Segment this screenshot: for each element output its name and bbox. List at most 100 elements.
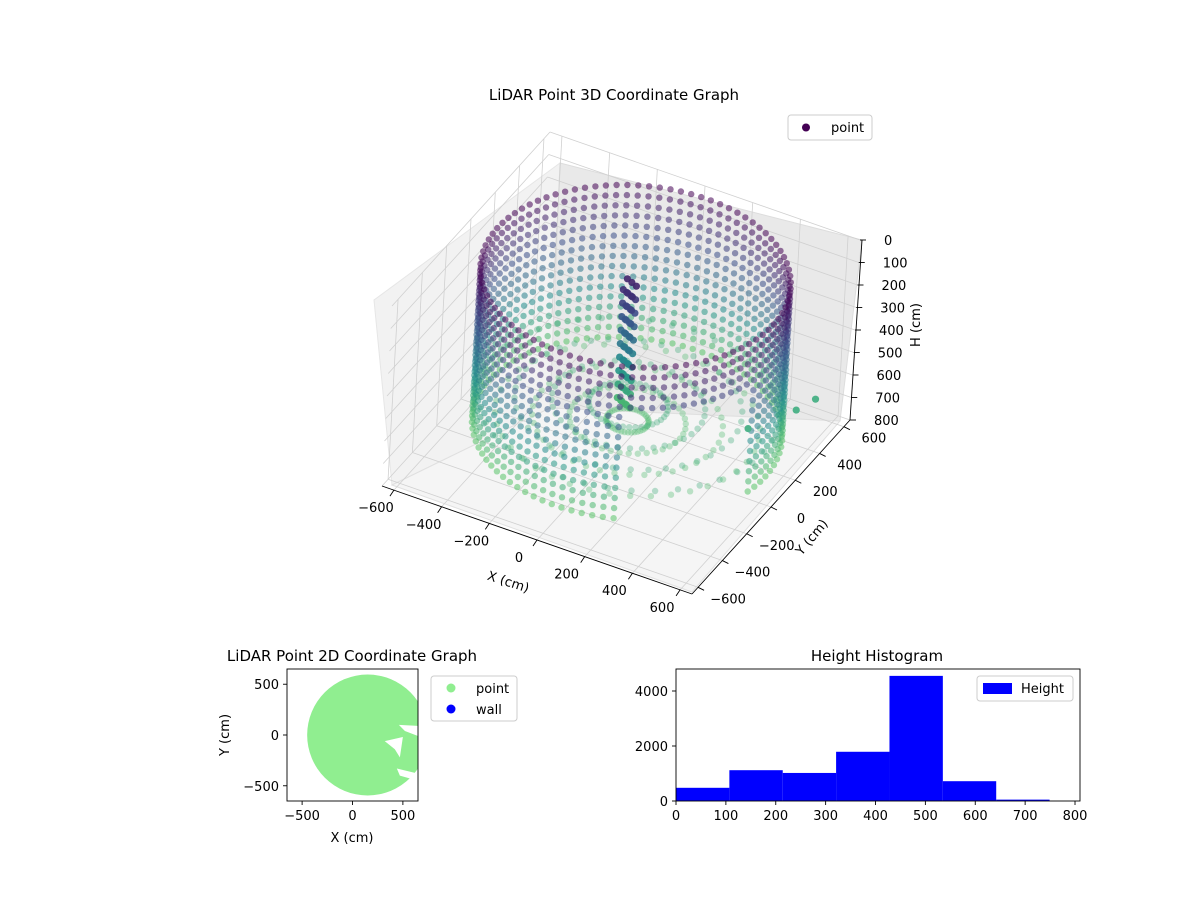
lidar-point-3d: [628, 306, 636, 314]
lidar-point-3d: [507, 331, 515, 339]
lidar-point-3d: [661, 442, 668, 449]
ticks-3d: −600−400−2000200400600−600−400−200020040…: [358, 234, 908, 616]
lidar-point-3d: [498, 377, 506, 384]
y-tick-label-3d: 0: [797, 512, 805, 527]
lidar-point-3d: [639, 374, 647, 381]
x-tick-label-3d: 400: [602, 584, 627, 599]
lidar-point-3d: [486, 395, 493, 403]
lidar-point-3d: [492, 255, 499, 262]
lidar-point-3d: [522, 332, 529, 339]
lidar-point-3d: [664, 236, 671, 244]
lidar-point-3d: [563, 338, 570, 345]
lidar-point-3d: [485, 236, 492, 243]
lidar-point-3d: [520, 312, 527, 320]
lidar-point-3d: [727, 389, 735, 396]
lidar-point-3d: [640, 274, 648, 281]
lidar-point-3d: [509, 250, 516, 257]
lidar-point-3d: [658, 338, 666, 345]
lidar-point-3d: [651, 487, 659, 495]
lidar-point-3d: [650, 295, 657, 303]
lidar-point-3d: [594, 334, 601, 341]
lidar-point-3d: [626, 445, 634, 452]
lidar-point-3d: [482, 312, 490, 319]
lidar-point-3d: [596, 293, 603, 301]
histogram-bar: [836, 751, 890, 801]
lidar-point-3d: [517, 235, 524, 243]
lidar-point-3d: [518, 402, 525, 410]
lidar-point-3d: [756, 382, 764, 389]
lidar-point-3d: [480, 420, 488, 427]
lidar-point-3d: [588, 254, 595, 261]
lidar-point-3d: [563, 403, 571, 410]
lidar-point-3d: [615, 423, 622, 431]
lidar-point-3d: [485, 339, 492, 346]
lidar-point-3d: [528, 367, 536, 374]
lidar-point-3d: [569, 226, 576, 234]
lidar-point-3d: [496, 320, 503, 328]
lidar-point-3d: [604, 422, 612, 429]
lidar-point-3d: [490, 335, 497, 342]
lidar-point-3d: [500, 346, 507, 353]
lidar-point-3d: [769, 312, 776, 319]
lidar-point-3d: [534, 346, 542, 353]
lidar-point-3d: [523, 251, 531, 259]
lidar-point-3d: [717, 346, 725, 354]
lidar-point-3d: [769, 351, 776, 359]
legend-3d-marker: [802, 123, 810, 132]
lidar-point-3d: [671, 309, 678, 317]
lidar-point-3d: [639, 426, 646, 433]
lidar-point-3d: [627, 320, 635, 328]
z-tick-label-3d: 100: [883, 257, 908, 272]
lidar-point-3d: [520, 372, 527, 379]
lidar-point-3d: [622, 222, 629, 229]
lidar-point-3d: [728, 369, 736, 376]
lidar-point-3d: [566, 287, 573, 294]
lidar-point-3d: [692, 295, 699, 302]
lidar-point-3d: [560, 218, 567, 226]
lidar-point-3d: [751, 366, 758, 374]
lidar-point-3d: [574, 395, 581, 403]
lidar-point-3d: [580, 204, 588, 212]
lidar-point-3d: [760, 407, 768, 414]
lidar-point-3d: [757, 372, 764, 379]
lidar-point-3d: [766, 467, 774, 475]
lidar-point-3d: [667, 491, 675, 498]
lidar-point-3d: [627, 394, 635, 401]
lidar-point-3d: [595, 390, 603, 397]
y-tick-label-histogram: 4000: [635, 685, 668, 700]
lidar-point-3d: [623, 191, 631, 199]
lidar-point-3d: [719, 392, 726, 399]
lidar-point-3d: [761, 250, 768, 257]
lidar-point-3d: [558, 504, 565, 511]
lidar-point-3d: [738, 345, 745, 352]
lidar-point-3d: [734, 468, 741, 476]
lidar-point-3d: [537, 371, 544, 378]
lidar-point-3d: [557, 349, 564, 356]
lidar-point-3d: [774, 325, 782, 333]
lidar-point-3d: [682, 420, 689, 428]
lidar-point-3d: [478, 393, 485, 400]
grid-line-z-wall: [544, 221, 856, 331]
lidar-point-3d: [616, 449, 623, 456]
y-tick-label-3d: −400: [735, 566, 771, 581]
lidar-point-3d: [645, 317, 653, 325]
lidar-point-3d: [769, 341, 776, 348]
lidar-point-3d: [752, 453, 760, 460]
lidar-point-3d: [561, 443, 569, 450]
lidar-point-3d: [607, 372, 614, 379]
x-tick-label-2d: 500: [390, 809, 415, 824]
lidar-point-3d: [510, 240, 517, 247]
lidar-point-3d: [733, 229, 740, 237]
lidar-point-3d: [529, 357, 536, 364]
grid-line-y: [387, 478, 699, 588]
lidar-point-3d: [541, 234, 548, 241]
lidar-point-3d: [678, 376, 686, 383]
lidar-point-3d: [581, 459, 588, 466]
lidar-point-3d: [489, 230, 496, 237]
lidar-point-3d: [634, 450, 641, 457]
lidar-point-3d: [767, 371, 775, 379]
lidar-point-3d: [767, 382, 774, 389]
lidar-point-3d: [522, 488, 529, 496]
lidar-point-3d: [480, 430, 487, 437]
lidar-point-3d: [644, 422, 651, 430]
